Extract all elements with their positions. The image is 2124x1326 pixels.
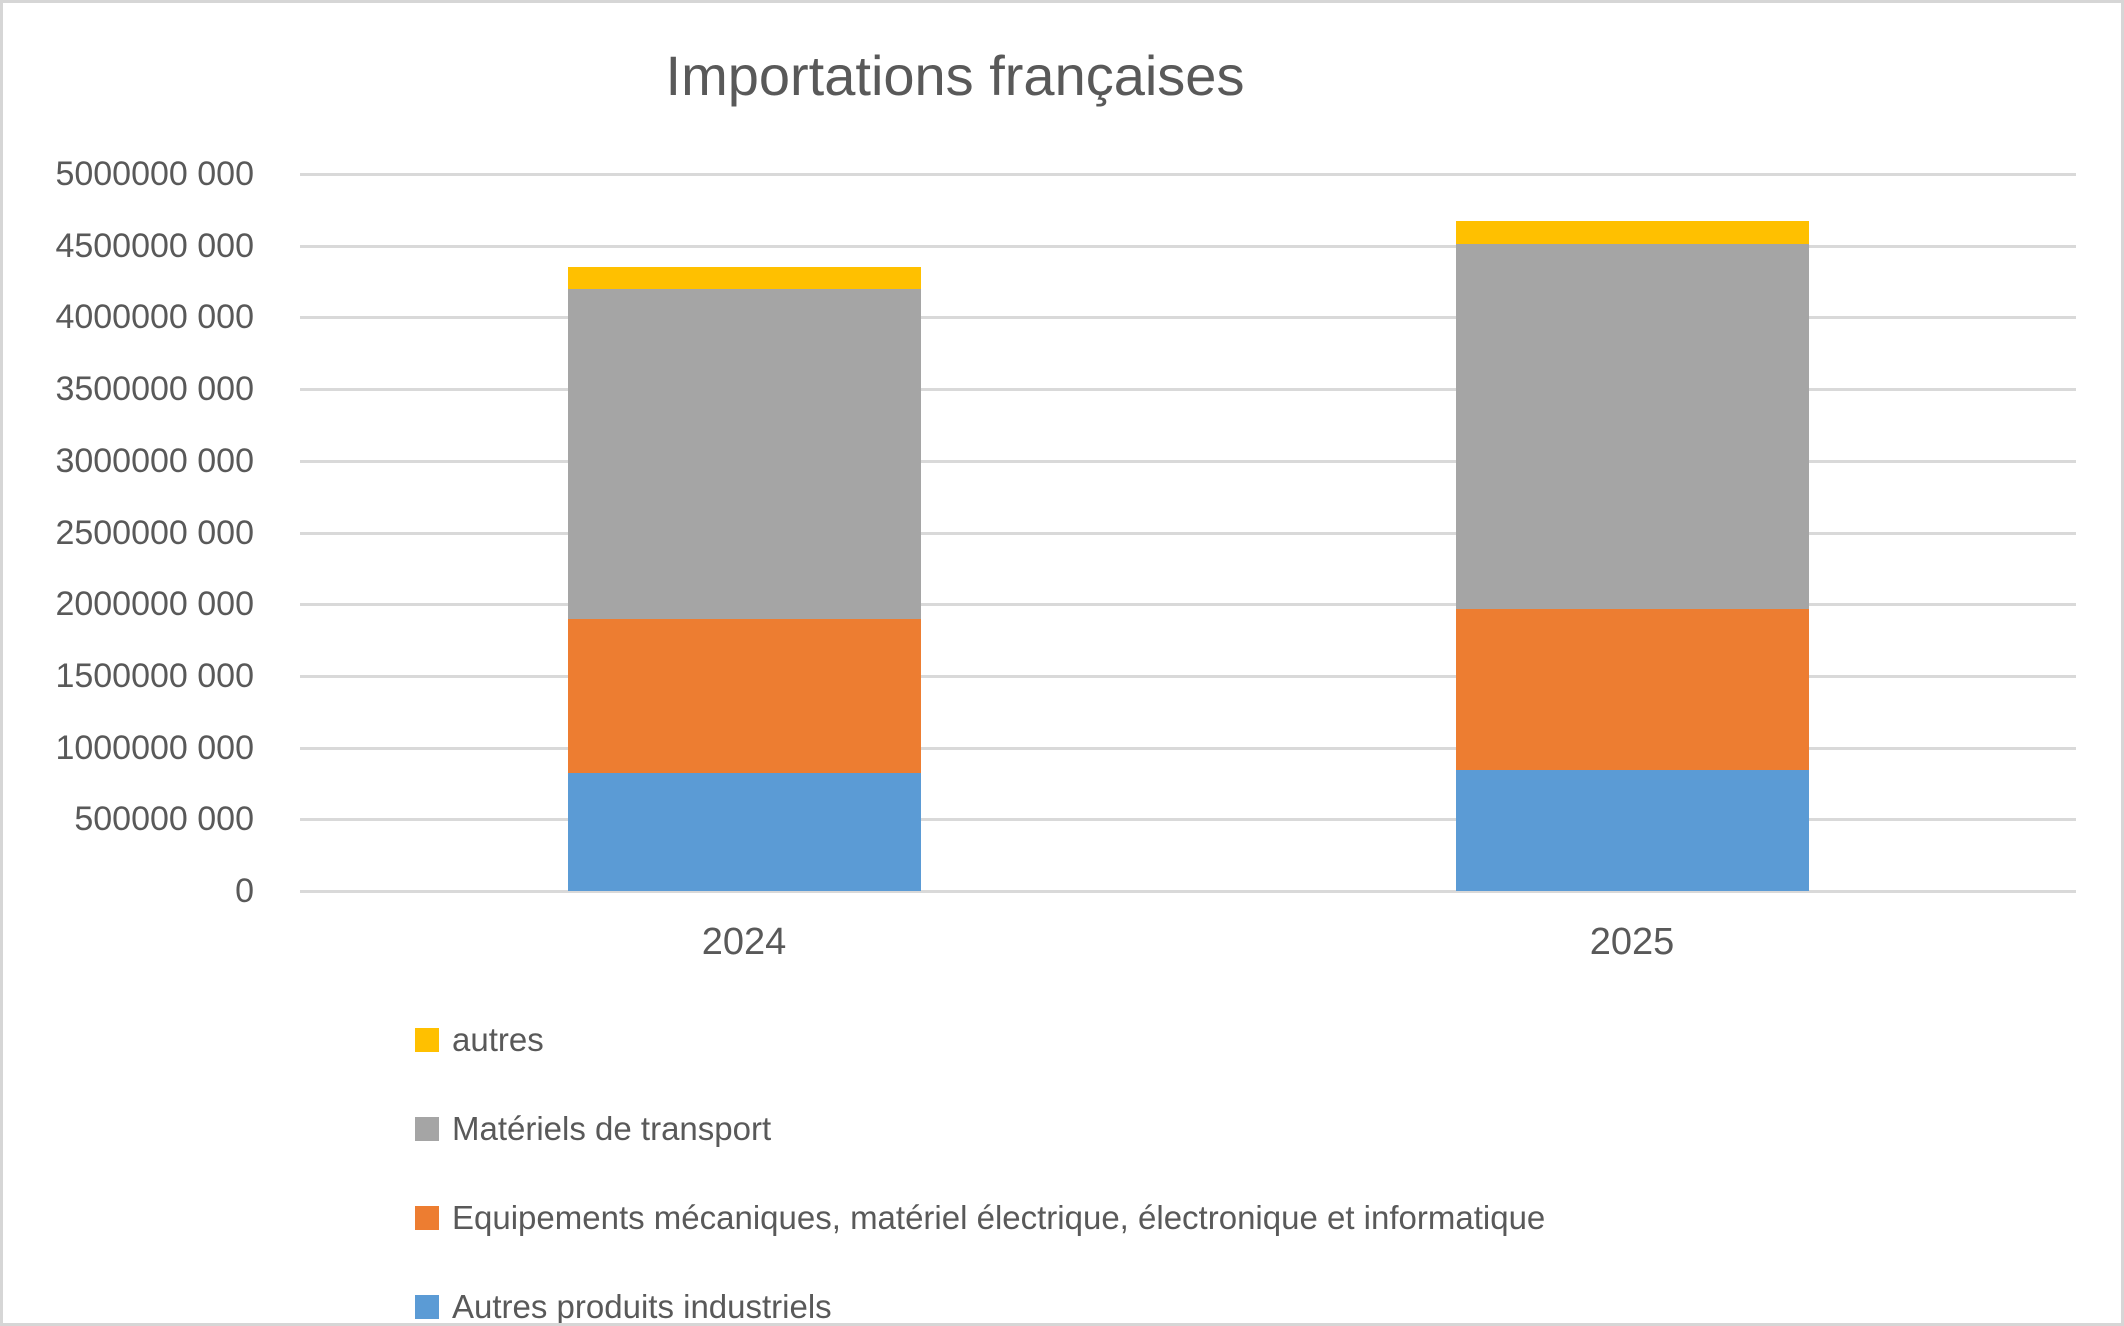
- bar-segment-2024-equipements: [567, 618, 921, 773]
- legend-item: Matériels de transport: [415, 1110, 1545, 1148]
- y-tick-label: 0: [235, 872, 254, 910]
- gridline: [300, 173, 2076, 176]
- y-tick-label: 2000000 000: [55, 585, 254, 624]
- legend-item: autres: [415, 1021, 1545, 1059]
- bar-segment-2025-equipements: [1455, 608, 1809, 770]
- gridline: [300, 890, 2076, 893]
- legend-item: Autres produits industriels: [415, 1288, 1545, 1325]
- plot-area: [300, 173, 2076, 893]
- bar-segment-2024-autres: [567, 267, 921, 289]
- y-tick-label: 3000000 000: [55, 441, 254, 480]
- chart-title: Importations françaises: [665, 44, 1245, 107]
- gridline: [300, 388, 2076, 392]
- x-axis-label-2025: 2025: [1589, 921, 1675, 963]
- y-tick-label: 4500000 000: [55, 226, 254, 265]
- gridline: [300, 674, 2076, 678]
- legend-label: autres: [452, 1021, 544, 1058]
- legend-label: Equipements mécaniques, matériel électri…: [452, 1199, 1546, 1236]
- legend-swatch-icon: [415, 1117, 439, 1141]
- legend-item: Equipements mécaniques, matériel électri…: [415, 1199, 1545, 1237]
- x-axis-label-2024: 2024: [701, 921, 787, 963]
- legend-label: Autres produits industriels: [452, 1288, 832, 1325]
- gridline: [300, 316, 2076, 320]
- legend-label: Matériels de transport: [452, 1110, 772, 1147]
- y-tick-label: 3500000 000: [55, 370, 254, 409]
- gridline: [300, 459, 2076, 463]
- bar-segment-2025-autres: [1455, 220, 1809, 244]
- y-tick-label: 1000000 000: [55, 728, 254, 767]
- y-tick-label: 500000 000: [74, 800, 254, 839]
- bar-2024: [567, 174, 921, 891]
- gridline: [300, 746, 2076, 750]
- bar-segment-2024-autres: [567, 772, 921, 891]
- bar-segment-2024-matériels: [567, 288, 921, 619]
- legend: autres Matériels de transport Equipements …: [415, 1021, 1545, 1325]
- bar-2025: [1455, 174, 1809, 891]
- gridline: [300, 818, 2076, 822]
- y-tick-label: 4000000 000: [55, 298, 254, 337]
- y-tick-label: 2500000 000: [55, 513, 254, 552]
- gridline: [300, 531, 2076, 535]
- gridline: [300, 244, 2076, 248]
- y-tick-label: 5000000 000: [55, 155, 254, 193]
- legend-swatch-icon: [415, 1295, 439, 1319]
- gridline: [300, 603, 2076, 607]
- bar-segment-2025-matériels: [1455, 243, 1809, 609]
- y-tick-label: 1500000 000: [55, 656, 254, 695]
- legend-swatch-icon: [415, 1028, 439, 1052]
- bar-segment-2025-autres: [1455, 769, 1809, 891]
- legend-swatch-icon: [415, 1206, 439, 1230]
